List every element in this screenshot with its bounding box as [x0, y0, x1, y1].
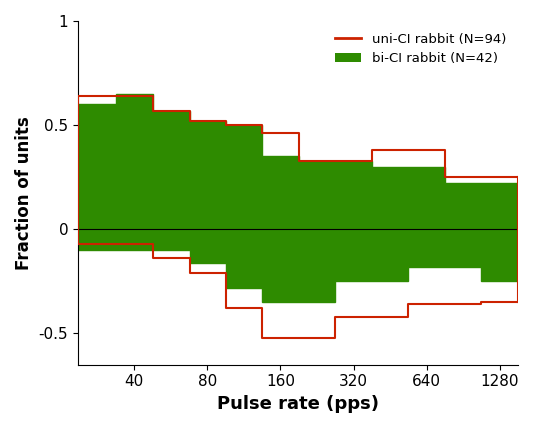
Polygon shape	[78, 94, 518, 302]
X-axis label: Pulse rate (pps): Pulse rate (pps)	[217, 395, 379, 413]
Legend: uni-CI rabbit (N=94), bi-CI rabbit (N=42): uni-CI rabbit (N=94), bi-CI rabbit (N=42…	[330, 27, 511, 71]
Y-axis label: Fraction of units: Fraction of units	[15, 116, 33, 270]
